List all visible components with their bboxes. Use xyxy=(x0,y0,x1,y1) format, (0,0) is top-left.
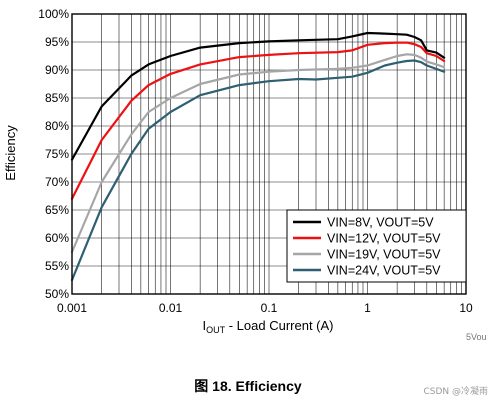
x-axis-title-rest: - Load Current (A) xyxy=(225,318,333,333)
y-tick-label: 60% xyxy=(45,231,69,245)
series-line xyxy=(70,53,446,254)
legend-label: VIN=19V, VOUT=5V xyxy=(327,248,441,262)
legend-label: VIN=24V, VOUT=5V xyxy=(327,264,441,278)
series-lines xyxy=(70,31,446,282)
x-tick-label: 10 xyxy=(459,301,473,315)
plot-border xyxy=(71,13,467,295)
series-line xyxy=(70,41,446,200)
y-tick-label: 85% xyxy=(45,91,69,105)
tick-labels: 50% 55% 60% 65% 70% 75% 80% 85% 90% 95% 100% 0.001 0… xyxy=(38,7,473,315)
legend-label: VIN=8V, VOUT=5V xyxy=(327,216,434,230)
y-tick-label: 50% xyxy=(45,287,69,301)
x-tick-label: 0.001 xyxy=(57,301,87,315)
figure-caption: 图 18. Efficiency xyxy=(194,378,302,394)
x-tick-label: 0.01 xyxy=(159,301,183,315)
plot-frame xyxy=(71,13,467,295)
x-axis-title: IOUT - Load Current (A) xyxy=(203,318,334,335)
series-line xyxy=(70,59,446,282)
x-tick-label: 1 xyxy=(364,301,371,315)
series-line xyxy=(70,31,446,161)
y-tick-label: 75% xyxy=(45,147,69,161)
y-tick-label: 55% xyxy=(45,259,69,273)
y-tick-label: 95% xyxy=(45,35,69,49)
x-axis-title-subscript: OUT xyxy=(206,325,226,335)
x-axis-title-main: I xyxy=(203,318,207,333)
y-tick-label: 65% xyxy=(45,203,69,217)
watermark-text: CSDN @冷凝雨 xyxy=(423,387,488,397)
y-tick-label: 100% xyxy=(38,7,69,21)
chart-annotation: 5Vou xyxy=(466,332,487,342)
y-tick-label: 70% xyxy=(45,175,69,189)
y-tick-label: 80% xyxy=(45,119,69,133)
legend-label: VIN=12V, VOUT=5V xyxy=(327,232,441,246)
x-tick-label: 0.1 xyxy=(261,301,278,315)
y-tick-label: 90% xyxy=(45,63,69,77)
y-axis-title: Efficiency xyxy=(3,125,18,181)
legend: VIN=8V, VOUT=5V VIN=12V, VOUT=5V VIN=19V, … xyxy=(286,209,467,283)
